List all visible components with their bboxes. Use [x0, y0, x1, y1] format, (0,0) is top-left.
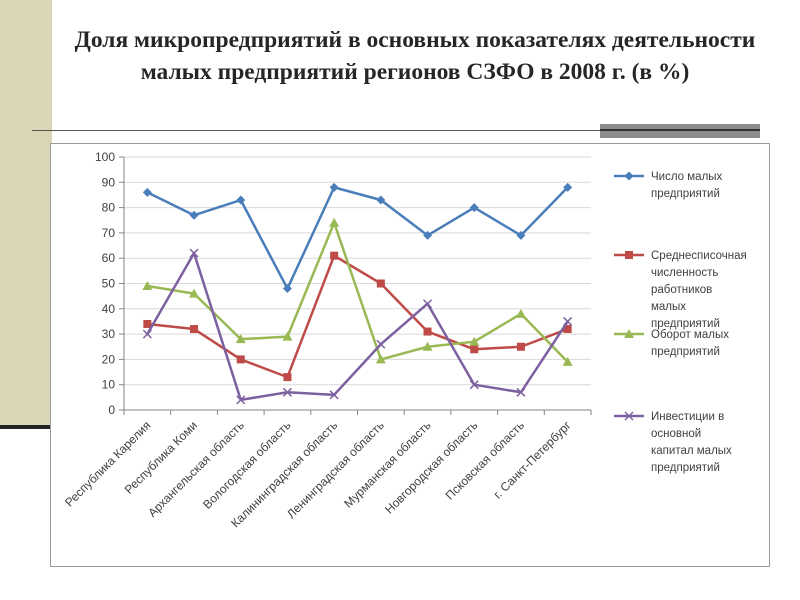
data-point-diamond [236, 195, 246, 205]
y-tick-label: 100 [95, 150, 115, 164]
data-point-diamond [376, 195, 386, 205]
legend-label: предприятий [651, 346, 720, 358]
data-point-x [469, 380, 479, 390]
decorative-left-band [0, 0, 52, 428]
data-point-x [423, 299, 433, 309]
legend-label: работников [651, 284, 712, 296]
legend-label: Оборот малых [651, 329, 729, 341]
data-point-x [236, 395, 246, 405]
data-point-diamond [329, 182, 339, 192]
data-point-triangle [515, 308, 526, 318]
data-point-triangle [469, 336, 480, 346]
y-tick-label: 30 [102, 327, 116, 341]
data-point-square [283, 373, 292, 382]
data-point-triangle [189, 288, 200, 298]
data-point-diamond [189, 210, 199, 220]
data-point-x [624, 411, 634, 421]
x-tick-label: Новгородская область [382, 418, 480, 516]
data-point-diamond [469, 203, 479, 213]
y-tick-label: 50 [102, 277, 116, 291]
y-tick-label: 0 [108, 403, 115, 417]
legend-label: малых [651, 301, 686, 313]
legend-label: предприятий [651, 462, 720, 474]
data-point-x [376, 339, 386, 349]
chart-frame: 0 10 20 30 40 50 60 70 80 90 100 Республика Карелия… [50, 143, 770, 567]
title-divider [32, 130, 760, 131]
data-point-square [190, 325, 199, 334]
y-tick-label: 80 [102, 201, 116, 215]
series-line [146, 251, 569, 402]
data-point-x [563, 316, 573, 326]
data-point-diamond [563, 182, 573, 192]
data-point-square [236, 355, 245, 364]
data-point-triangle [562, 356, 573, 366]
series-line [147, 221, 569, 363]
x-tick-label: Мурманская область [341, 418, 433, 510]
title-accent-block [600, 124, 760, 138]
y-tick-label: 10 [102, 378, 116, 392]
y-tick-label: 90 [102, 175, 116, 189]
data-point-square [143, 319, 152, 328]
line-chart: 0 10 20 30 40 50 60 70 80 90 100 Республика Карелия… [62, 150, 747, 530]
y-tick-label: 60 [102, 251, 116, 265]
title-accent-line [600, 129, 760, 131]
x-tick-label: Республика Карелия [62, 418, 153, 509]
legend-label: Среднесписочная [651, 250, 747, 262]
data-point-square [423, 327, 432, 336]
data-point-triangle [282, 331, 293, 341]
data-point-triangle [422, 341, 433, 351]
left-band-rule [0, 425, 52, 429]
series-line [146, 186, 569, 290]
data-point-triangle [329, 217, 340, 227]
x-tick-label: Вологодская область [200, 418, 293, 511]
data-point-triangle [142, 281, 153, 291]
data-point-square [625, 251, 633, 259]
data-point-square [330, 251, 339, 260]
legend-label: основной [651, 428, 701, 440]
data-point-diamond [142, 187, 152, 197]
data-point-x [329, 390, 339, 400]
y-tick-label: 40 [102, 302, 116, 316]
x-tick-label: Псковская область [443, 418, 527, 502]
x-tick-label: г. Санкт-Петербург [491, 418, 575, 502]
data-point-diamond [282, 284, 292, 294]
data-point-square [516, 342, 525, 351]
legend-label: численность [651, 267, 718, 279]
data-point-triangle [624, 329, 634, 338]
y-tick-label: 20 [102, 352, 116, 366]
data-point-diamond [516, 230, 526, 240]
legend-label: предприятий [651, 188, 720, 200]
data-point-x [282, 387, 292, 397]
legend-label: Инвестиции в [651, 411, 724, 423]
data-point-x [142, 329, 152, 339]
data-point-triangle [375, 354, 386, 364]
data-point-square [563, 325, 572, 334]
data-point-square [376, 279, 385, 288]
legend-label: капитал малых [651, 445, 732, 457]
data-point-square [470, 345, 479, 354]
data-point-diamond [423, 230, 433, 240]
data-point-diamond [624, 171, 634, 181]
legend-label: Число малых [651, 171, 723, 183]
data-point-triangle [235, 334, 246, 344]
y-tick-label: 70 [102, 226, 116, 240]
legend-label: предприятий [651, 318, 720, 330]
series-line [147, 254, 569, 379]
data-point-x [189, 248, 199, 258]
data-point-x [516, 387, 526, 397]
slide-title: Доля микропредприятий в основных показат… [74, 27, 756, 85]
